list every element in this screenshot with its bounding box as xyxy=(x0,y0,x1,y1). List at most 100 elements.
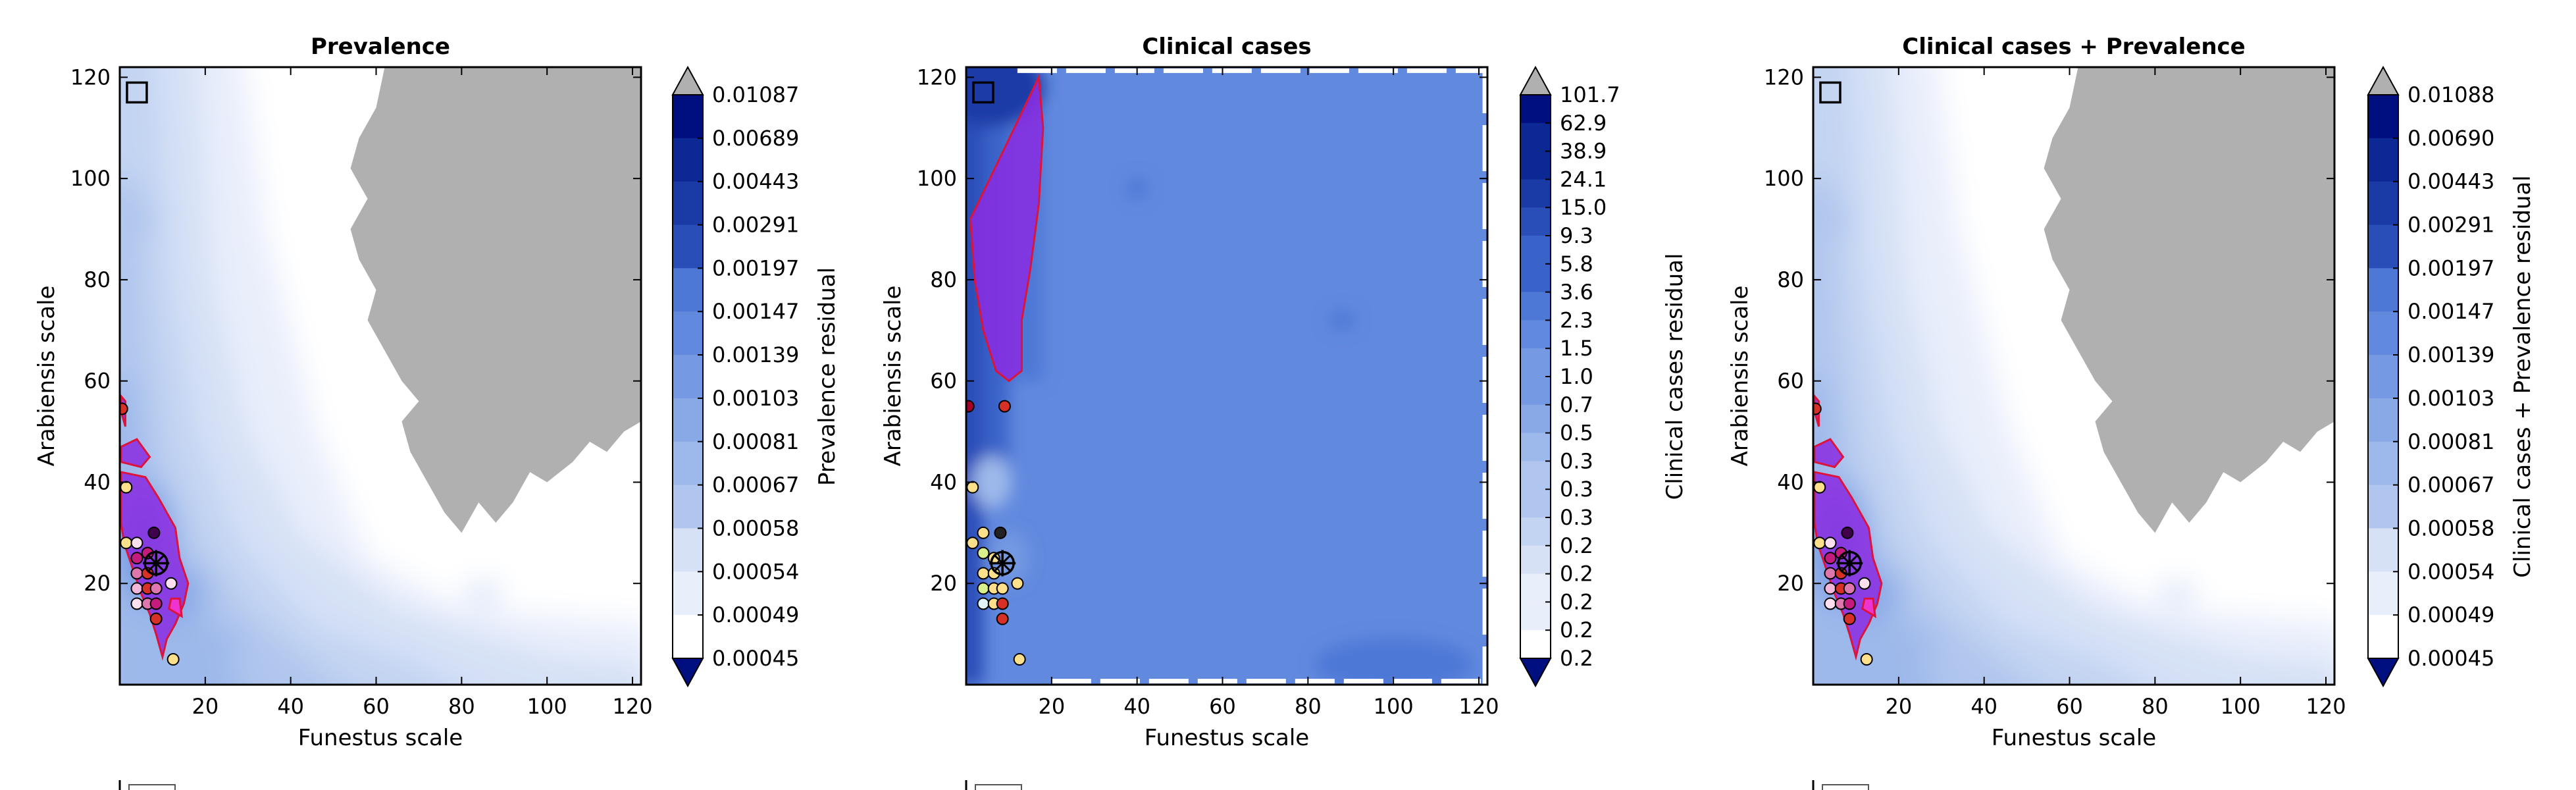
best-fit-marker xyxy=(989,550,1016,577)
data-point xyxy=(149,582,163,595)
masked-hole xyxy=(517,521,530,535)
best-fit-region-tip xyxy=(1861,597,1876,619)
colorbar-tick-label: 0.00689 xyxy=(712,126,799,151)
colorbar-segment xyxy=(673,615,703,659)
field-band xyxy=(1126,178,1148,199)
x-tick-label: 60 xyxy=(363,694,390,719)
colorbar-segment xyxy=(2368,95,2398,139)
colorbar: 0.01088 0.00690 0.00443 0.00291 0.00197 0.001… xyxy=(2367,65,2536,688)
colorbar-tick-label: 0.00058 xyxy=(2408,515,2494,540)
data-point xyxy=(120,537,133,550)
colorbar-extend-top xyxy=(671,65,704,95)
y-tick-label: 80 xyxy=(1777,267,1804,292)
colorbar-segment xyxy=(673,138,703,182)
colorbar-segment xyxy=(1520,236,1551,265)
colorbar-segment xyxy=(2368,615,2398,659)
data-point xyxy=(1824,597,1837,610)
data-point xyxy=(1824,552,1837,565)
chart-panel-2: 20 40 60 80 100 120 20 40 60 80 100 120 Clinical cas… xyxy=(880,34,1688,790)
masked-region xyxy=(2044,67,2334,533)
y-tick-label: 40 xyxy=(1777,469,1804,494)
x-tick-label: 80 xyxy=(1295,694,1322,719)
colorbar-tick-label: 0.3 xyxy=(1560,477,1593,502)
colorbar-extend-bottom xyxy=(2367,658,2400,688)
colorbar-tick-label: 15.0 xyxy=(1560,195,1607,220)
colorbar-segment xyxy=(673,398,703,442)
data-point xyxy=(1813,481,1826,494)
colorbar-segment xyxy=(2368,224,2398,269)
data-point xyxy=(1813,537,1826,550)
field-band xyxy=(1813,67,2147,685)
y-tick-label: 80 xyxy=(930,267,957,292)
colorbar-tick-label: 38.9 xyxy=(1560,139,1607,164)
data-point xyxy=(977,582,990,595)
marker-cross xyxy=(147,554,166,573)
colorbar-tick-label: 0.00291 xyxy=(712,213,799,238)
colorbar-tick-label: 0.3 xyxy=(1560,505,1593,530)
colorbar-tick-label: 5.8 xyxy=(1560,251,1593,276)
x-tick-label: 20 xyxy=(1038,694,1065,719)
colorbar-segment xyxy=(673,181,703,226)
x-tick-label: 80 xyxy=(2142,694,2169,719)
field-band xyxy=(966,67,983,685)
colorbar-tick-label: 2.3 xyxy=(1560,307,1593,332)
data-point xyxy=(966,481,979,494)
plot-area xyxy=(1813,67,2334,685)
colorbar-tick-label: 0.2 xyxy=(1560,646,1593,671)
colorbar-tick-label: 0.00443 xyxy=(2408,169,2494,194)
colorbar-segment xyxy=(2368,528,2398,572)
data-point xyxy=(966,537,979,550)
colorbar-label: Clinical cases residual xyxy=(1662,253,1688,500)
data-point xyxy=(130,552,143,565)
colorbar-segment xyxy=(2368,441,2398,486)
y-tick-label: 60 xyxy=(84,369,111,394)
colorbar-frame xyxy=(672,94,704,659)
x-tick-label: 100 xyxy=(2221,694,2261,719)
colorbar: 0.01087 0.00689 0.00443 0.00291 0.00197 0.001… xyxy=(671,65,840,688)
x-tick-label: 60 xyxy=(1209,694,1236,719)
data-point xyxy=(1011,577,1024,590)
data-point xyxy=(1841,526,1854,539)
colorbar-extend-bottom xyxy=(671,658,704,688)
field-band xyxy=(1314,638,1473,685)
x-tick-label: 20 xyxy=(1885,694,1912,719)
colorbar-extend-bottom xyxy=(1519,658,1552,688)
data-point xyxy=(120,481,133,494)
data-point xyxy=(1824,537,1837,550)
data-point xyxy=(977,597,990,610)
square-marker xyxy=(972,81,994,104)
colorbar-tick-label: 0.2 xyxy=(1560,589,1593,614)
colorbar-segment xyxy=(1520,207,1551,236)
colorbar-tick-label: 0.7 xyxy=(1560,392,1593,417)
colorbar-tick-label: 0.00690 xyxy=(2408,126,2494,151)
legend-stub-swatch xyxy=(128,784,176,790)
axes-frame xyxy=(1812,66,2336,686)
colorbar-segment xyxy=(1520,179,1551,208)
y-tick-label: 20 xyxy=(1777,571,1804,596)
data-point xyxy=(149,597,163,610)
colorbar-tick-label: 9.3 xyxy=(1560,223,1593,248)
colorbar-segment xyxy=(1520,517,1551,546)
colorbar-segment xyxy=(673,224,703,269)
colorbar-segment xyxy=(673,268,703,312)
colorbar-segment xyxy=(2368,485,2398,529)
chart-title: Clinical cases xyxy=(1142,34,1311,60)
data-point xyxy=(130,597,143,610)
masked-hole xyxy=(2210,521,2224,535)
colorbar-segment xyxy=(2368,355,2398,399)
colorbar-tick-label: 0.00147 xyxy=(2408,299,2494,324)
data-point xyxy=(977,567,990,580)
y-tick-label: 120 xyxy=(70,65,111,90)
data-point xyxy=(994,526,1007,539)
colorbar-tick-label: 0.00049 xyxy=(2408,602,2494,627)
colorbar-segment xyxy=(1520,602,1551,631)
colorbar-tick-label: 0.00147 xyxy=(712,299,799,324)
y-axis-label: Arabiensis scale xyxy=(34,286,60,467)
field-band xyxy=(2159,581,2194,606)
colorbar-segment xyxy=(1520,573,1551,602)
colorbar-tick-label: 1.0 xyxy=(1560,364,1593,389)
field-band xyxy=(120,67,453,685)
y-axis-label: Arabiensis scale xyxy=(880,286,906,467)
data-point xyxy=(130,582,143,595)
field-band xyxy=(971,456,1012,509)
